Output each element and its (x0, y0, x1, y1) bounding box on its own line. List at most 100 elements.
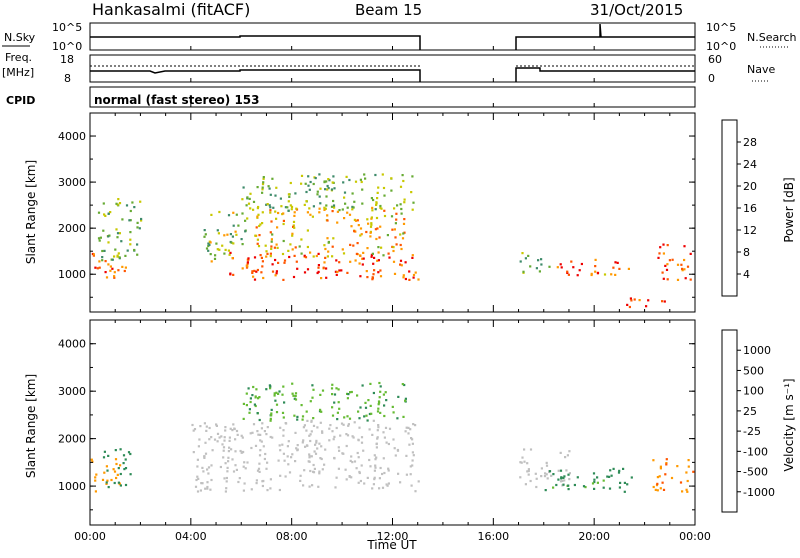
data-cell (290, 456, 293, 459)
data-cell (253, 256, 257, 259)
data-cell (241, 267, 244, 270)
data-cell (412, 454, 415, 457)
data-cell (379, 411, 382, 414)
data-cell (273, 246, 276, 249)
data-cell (240, 434, 243, 437)
data-cell (381, 472, 384, 476)
data-cell (417, 480, 420, 483)
data-cell (209, 253, 212, 256)
data-cell (271, 177, 274, 180)
data-cell (294, 398, 298, 401)
data-cell (229, 233, 232, 236)
data-cell (358, 426, 361, 429)
data-cell (240, 238, 243, 241)
data-cell (249, 207, 252, 210)
data-cell (260, 427, 263, 430)
data-cell (96, 267, 99, 270)
data-cell (224, 429, 227, 432)
data-cell (616, 261, 619, 264)
data-cell (117, 269, 120, 272)
y-tick-label: 1000 (58, 268, 86, 281)
data-cell (306, 229, 309, 232)
data-cell (231, 429, 234, 432)
data-cell (392, 260, 396, 263)
data-cell (133, 248, 136, 252)
data-cell (299, 474, 302, 477)
data-cell (275, 391, 278, 394)
data-cell (261, 186, 264, 189)
nsearch-tick-top: 10^5 (706, 21, 736, 34)
data-cell (129, 452, 132, 456)
data-cell (221, 443, 224, 446)
data-cell (364, 401, 367, 404)
data-cell (282, 222, 285, 226)
data-cell (279, 426, 282, 429)
data-cell (659, 487, 662, 490)
data-cell (385, 483, 388, 486)
data-cell (274, 194, 277, 197)
data-cell (404, 261, 407, 264)
data-cell (242, 402, 245, 405)
velocity-panel: 1000 2000 3000 4000 (58, 319, 696, 526)
data-cell (229, 251, 232, 254)
data-cell (383, 194, 386, 197)
data-cell (226, 233, 229, 236)
data-cell (296, 448, 299, 451)
data-cell (392, 249, 395, 253)
data-cell (627, 267, 630, 270)
data-cell (294, 460, 297, 463)
data-cell (356, 394, 359, 397)
data-cell (374, 228, 377, 231)
data-cell (402, 232, 405, 235)
data-cell (227, 456, 230, 459)
data-cell (402, 415, 405, 418)
data-cell (330, 205, 334, 208)
data-cell (412, 423, 415, 426)
data-cell (129, 238, 132, 241)
data-cell (399, 203, 402, 206)
data-cell (371, 252, 374, 255)
data-cell (614, 261, 617, 264)
data-cell (411, 254, 414, 257)
data-cell (113, 275, 116, 278)
data-cell (286, 445, 289, 448)
data-cell (364, 177, 367, 180)
data-cell (308, 460, 311, 463)
data-cell (372, 198, 375, 202)
data-cell (296, 418, 299, 421)
data-cell (363, 173, 366, 176)
data-cell (213, 257, 217, 260)
data-cell (90, 458, 93, 461)
data-cell (122, 462, 125, 465)
data-cell (211, 449, 214, 452)
data-cell (681, 269, 684, 272)
data-cell (269, 385, 272, 388)
data-cell (247, 387, 250, 390)
data-cell (393, 207, 396, 210)
data-cell (359, 178, 362, 181)
data-cell (622, 467, 625, 470)
data-cell (293, 211, 296, 214)
data-cell (288, 255, 291, 259)
data-cell (318, 207, 321, 210)
data-cell (203, 455, 206, 458)
data-cell (371, 209, 374, 212)
data-cell (289, 181, 292, 185)
data-cell (593, 478, 596, 481)
data-cell (235, 233, 238, 236)
data-cell (522, 270, 525, 273)
data-cell (250, 488, 253, 491)
data-cell (325, 180, 328, 183)
data-cell (412, 273, 416, 277)
data-cell (314, 452, 318, 455)
data-cell (281, 252, 285, 256)
data-cell (283, 459, 286, 462)
data-cell (121, 218, 124, 221)
data-cell (379, 225, 382, 228)
data-cell (402, 276, 405, 279)
data-cell (91, 460, 94, 463)
data-cell (266, 203, 269, 206)
data-cell (210, 436, 213, 439)
data-cell (199, 489, 202, 492)
data-cell (271, 263, 274, 266)
